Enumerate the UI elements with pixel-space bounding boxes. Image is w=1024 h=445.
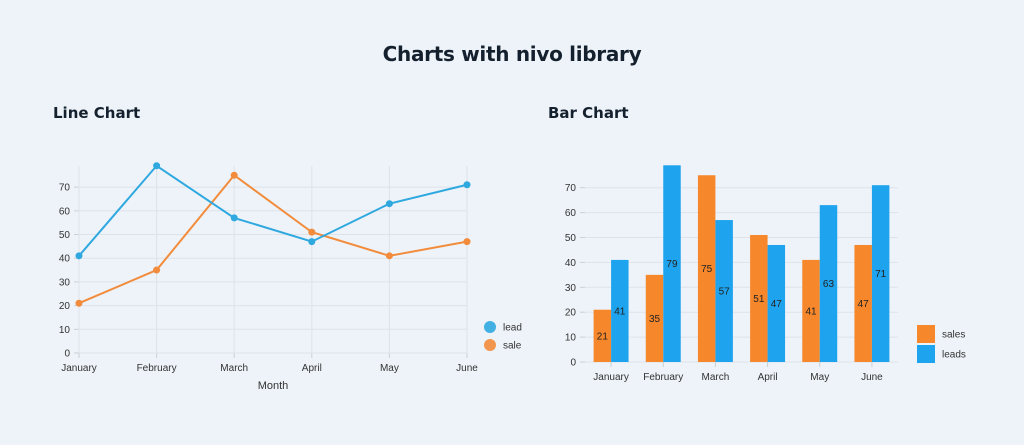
- x-tick-label: January: [593, 372, 629, 383]
- legend-label: sales: [942, 330, 965, 341]
- data-point[interactable]: [308, 228, 316, 236]
- data-point[interactable]: [230, 214, 238, 222]
- bar-value-label: 35: [649, 314, 661, 325]
- x-axis-label: Month: [258, 380, 289, 392]
- x-tick-label: February: [643, 372, 683, 383]
- x-tick-label: April: [758, 372, 778, 383]
- y-tick-label: 10: [59, 325, 71, 336]
- legend-swatch-sale: [484, 339, 496, 351]
- data-point[interactable]: [75, 252, 83, 260]
- page-title: Charts with nivo library: [382, 42, 642, 66]
- x-tick-label: June: [456, 363, 478, 374]
- y-tick-label: 70: [59, 183, 71, 194]
- bar-leads[interactable]: [819, 205, 838, 362]
- y-tick-label: 20: [565, 308, 577, 319]
- y-tick-label: 30: [59, 277, 71, 288]
- legend-swatch-leads: [917, 345, 935, 363]
- bar-value-label: 41: [805, 306, 817, 317]
- x-tick-label: March: [220, 363, 248, 374]
- bar-sales[interactable]: [854, 244, 872, 362]
- bar-value-label: 75: [701, 264, 713, 275]
- data-point[interactable]: [153, 266, 161, 274]
- bar-sales[interactable]: [697, 175, 716, 362]
- bar-leads[interactable]: [611, 259, 629, 362]
- legend-label: sale: [503, 341, 522, 352]
- data-point[interactable]: [385, 200, 393, 208]
- y-tick-label: 50: [59, 230, 71, 241]
- bar-value-label: 41: [614, 306, 626, 317]
- bar-value-label: 63: [823, 279, 835, 290]
- x-tick-label: June: [861, 372, 883, 383]
- x-tick-label: March: [702, 372, 730, 383]
- y-tick-label: 0: [570, 358, 576, 369]
- legend-swatch-lead: [484, 321, 496, 333]
- y-tick-label: 10: [565, 333, 577, 344]
- bar-value-label: 51: [753, 294, 765, 305]
- legend-label: leads: [942, 350, 966, 361]
- bar-chart-title: Bar Chart: [548, 104, 629, 122]
- x-tick-label: May: [810, 372, 829, 383]
- data-point[interactable]: [385, 252, 393, 260]
- y-tick-label: 40: [565, 258, 577, 269]
- y-tick-label: 20: [59, 301, 71, 312]
- y-tick-label: 60: [59, 206, 71, 217]
- line-series-lead: [78, 164, 468, 257]
- y-tick-label: 30: [565, 283, 577, 294]
- bar-sales[interactable]: [750, 235, 768, 362]
- bar-leads[interactable]: [871, 185, 890, 362]
- data-point[interactable]: [75, 299, 83, 307]
- data-point[interactable]: [308, 238, 316, 246]
- data-point[interactable]: [153, 162, 161, 170]
- bar-sales[interactable]: [593, 309, 612, 362]
- legend-label: lead: [503, 323, 522, 334]
- x-tick-label: April: [302, 363, 322, 374]
- x-tick-label: January: [61, 363, 97, 374]
- bar-value-label: 47: [771, 299, 783, 310]
- bar-sales[interactable]: [645, 274, 664, 362]
- line-chart-title: Line Chart: [53, 104, 141, 122]
- data-point[interactable]: [463, 238, 471, 246]
- bar-value-label: 21: [597, 331, 609, 342]
- y-tick-label: 50: [565, 233, 577, 244]
- y-tick-label: 40: [59, 254, 71, 265]
- legend-swatch-sales: [917, 325, 935, 343]
- bar-value-label: 47: [858, 299, 870, 310]
- data-point[interactable]: [463, 181, 471, 189]
- bar-leads[interactable]: [715, 220, 733, 362]
- x-tick-label: May: [380, 363, 399, 374]
- bar-value-label: 57: [719, 287, 731, 298]
- y-tick-label: 60: [565, 208, 577, 219]
- bar-value-label: 79: [666, 259, 678, 270]
- bar-leads[interactable]: [663, 165, 681, 362]
- x-tick-label: February: [137, 363, 177, 374]
- y-tick-label: 70: [565, 183, 577, 194]
- data-point[interactable]: [230, 171, 238, 179]
- line-series-sale: [78, 173, 468, 305]
- y-tick-label: 0: [64, 349, 70, 360]
- bar-leads[interactable]: [767, 244, 786, 362]
- bar-value-label: 71: [875, 269, 887, 280]
- bar-sales[interactable]: [802, 259, 820, 362]
